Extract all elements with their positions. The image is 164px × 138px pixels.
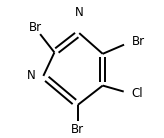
Text: Br: Br [71, 123, 84, 136]
Text: Cl: Cl [132, 87, 143, 100]
Text: Br: Br [132, 35, 145, 48]
Text: N: N [75, 6, 84, 19]
Text: Br: Br [29, 21, 42, 34]
Text: N: N [27, 69, 35, 82]
